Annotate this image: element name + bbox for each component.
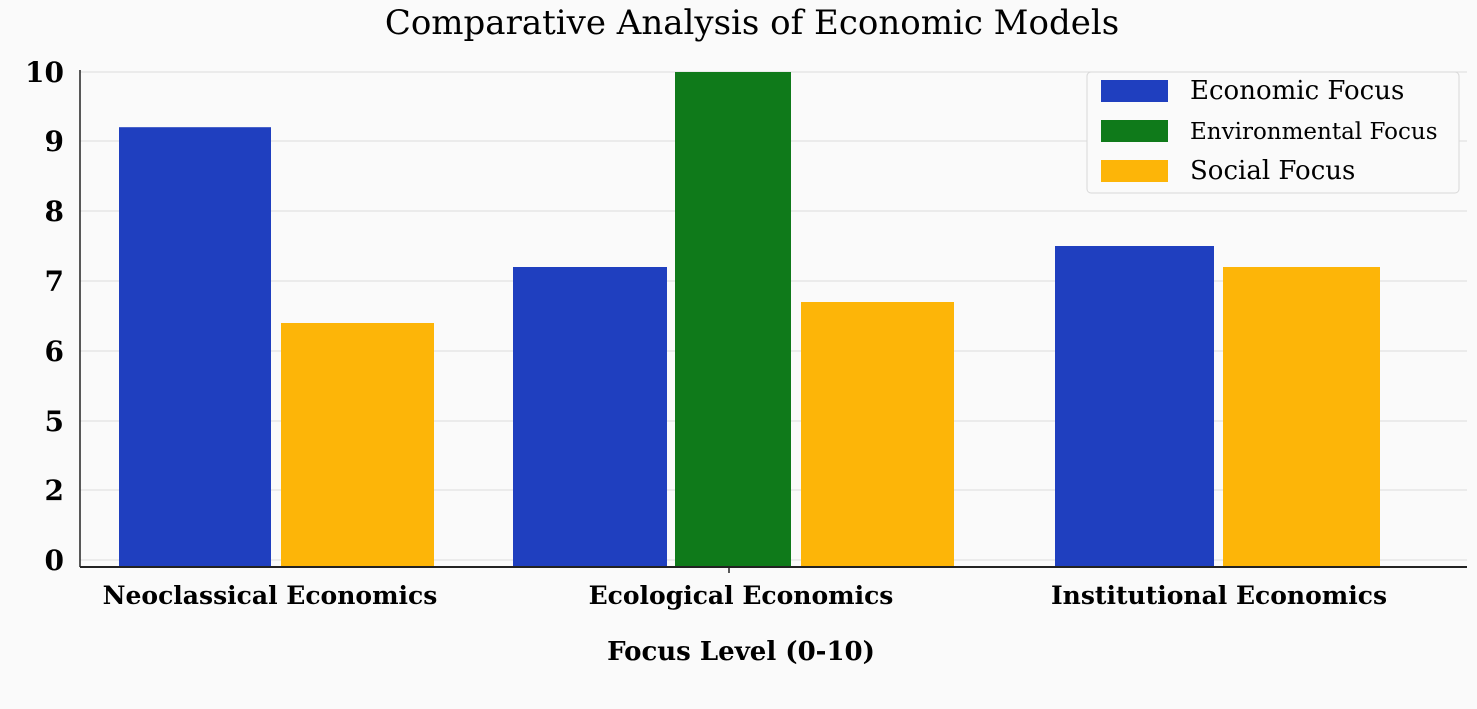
legend: Economic Focus Environmental Focus Social …	[1086, 71, 1460, 194]
x-tick-label: Neoclassical Economics	[103, 581, 438, 610]
y-tick-label: 0	[45, 544, 64, 577]
legend-box	[1086, 71, 1460, 194]
y-tick-label: 6	[45, 335, 64, 368]
y-tick-label: 2	[45, 474, 64, 507]
bar-economic-focus	[513, 267, 667, 567]
y-tick-label: 10	[25, 56, 64, 89]
bar-economic-focus	[119, 127, 271, 567]
bar-economic-focus	[1055, 246, 1214, 567]
bar-environmental-focus	[675, 72, 791, 567]
y-tick-label: 5	[45, 405, 64, 438]
y-tick-label: 7	[45, 265, 64, 298]
chart-title: Comparative Analysis of Economic Models	[385, 3, 1119, 43]
x-tick-label: Ecological Economics	[589, 581, 894, 610]
bar-social-focus	[281, 323, 434, 567]
x-tick-label: Institutional Economics	[1051, 581, 1387, 610]
legend-swatch	[1101, 80, 1168, 102]
x-axis-label: Focus Level (0-10)	[607, 637, 875, 667]
legend-swatch	[1101, 120, 1168, 142]
bar-social-focus	[1223, 267, 1380, 567]
legend-label: Environmental Focus	[1190, 119, 1438, 145]
legend-label: Social Focus	[1190, 156, 1355, 186]
legend-label: Economic Focus	[1190, 76, 1404, 106]
bar-social-focus	[801, 302, 954, 567]
y-tick-label: 9	[45, 125, 64, 158]
y-tick-label: 8	[45, 195, 64, 228]
legend-swatch	[1101, 160, 1168, 182]
